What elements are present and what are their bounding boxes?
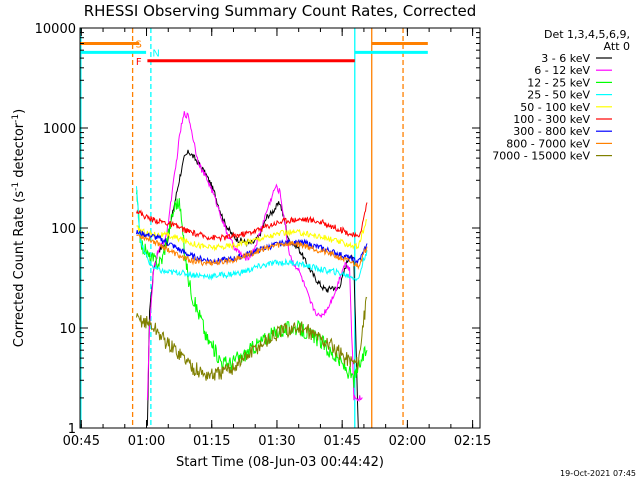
plot-frame bbox=[79, 27, 481, 429]
chart-title: RHESSI Observing Summary Count Rates, Co… bbox=[84, 2, 477, 20]
y-tick-label-2: 100 bbox=[51, 222, 76, 237]
y-tick-label-0: 1 bbox=[68, 422, 76, 437]
x-axis-label: Start Time (08-Jun-03 00:44:42) bbox=[176, 455, 384, 470]
flag-label-s: S bbox=[136, 39, 142, 50]
legend-header-line-2: Att 0 bbox=[604, 40, 630, 53]
x-tick-label-5: 02:00 bbox=[389, 434, 426, 449]
series-line-3 bbox=[136, 186, 368, 282]
legend-label-7: 800 - 7000 keV bbox=[506, 137, 590, 150]
series-line-7 bbox=[136, 234, 368, 270]
legend-label-3: 25 - 50 keV bbox=[527, 89, 590, 102]
legend-label-5: 100 - 300 keV bbox=[513, 113, 590, 126]
x-tick-label-6: 02:15 bbox=[454, 434, 491, 449]
series-line-5 bbox=[136, 202, 368, 243]
plot-area: SNF bbox=[80, 28, 428, 429]
y-tick-label-3: 1000 bbox=[43, 122, 76, 137]
y-label-sup-1: -1 bbox=[11, 182, 21, 191]
legend-label-6: 300 - 800 keV bbox=[513, 125, 590, 138]
y-tick-label-4: 10000 bbox=[35, 22, 76, 37]
series-line-2 bbox=[136, 190, 368, 388]
y-axis-label: Corrected Count Rate (s-1 detector-1) bbox=[11, 109, 27, 347]
y-tick-label-1: 10 bbox=[59, 322, 76, 337]
y-label-part-c: ) bbox=[12, 109, 27, 114]
axes: 1 10 100 1000 10000 00:45 01:00 01:15 01:30 01:45… bbox=[35, 22, 492, 449]
legend-label-8: 7000 - 15000 keV bbox=[492, 150, 590, 163]
footer-timestamp: 19-Oct-2021 07:45 bbox=[560, 469, 636, 478]
legend-label-2: 12 - 25 keV bbox=[527, 76, 590, 89]
flag-label-n: N bbox=[152, 48, 159, 59]
x-tick-label-4: 01:45 bbox=[323, 434, 360, 449]
series-line-6 bbox=[136, 229, 368, 265]
x-tick-label-0: 00:45 bbox=[63, 434, 100, 449]
legend-label-4: 50 - 100 keV bbox=[520, 101, 590, 114]
x-tick-label-2: 01:15 bbox=[193, 434, 230, 449]
legend-label-0: 3 - 6 keV bbox=[541, 52, 590, 65]
legend-header-line-1: Det 1,3,4,5,6,9, bbox=[544, 28, 630, 41]
x-tick-label-3: 01:30 bbox=[258, 434, 295, 449]
y-label-sup-2: -1 bbox=[11, 114, 21, 123]
series-line-8 bbox=[136, 296, 368, 381]
x-tick-label-1: 01:00 bbox=[128, 434, 165, 449]
y-label-part-a: Corrected Count Rate (s bbox=[12, 191, 27, 348]
series-line-4 bbox=[136, 218, 368, 252]
series-line-0 bbox=[146, 149, 359, 429]
legend-label-1: 6 - 12 keV bbox=[534, 64, 590, 77]
flag-label-f: F bbox=[136, 57, 142, 68]
y-label-part-b: detector bbox=[12, 122, 27, 182]
